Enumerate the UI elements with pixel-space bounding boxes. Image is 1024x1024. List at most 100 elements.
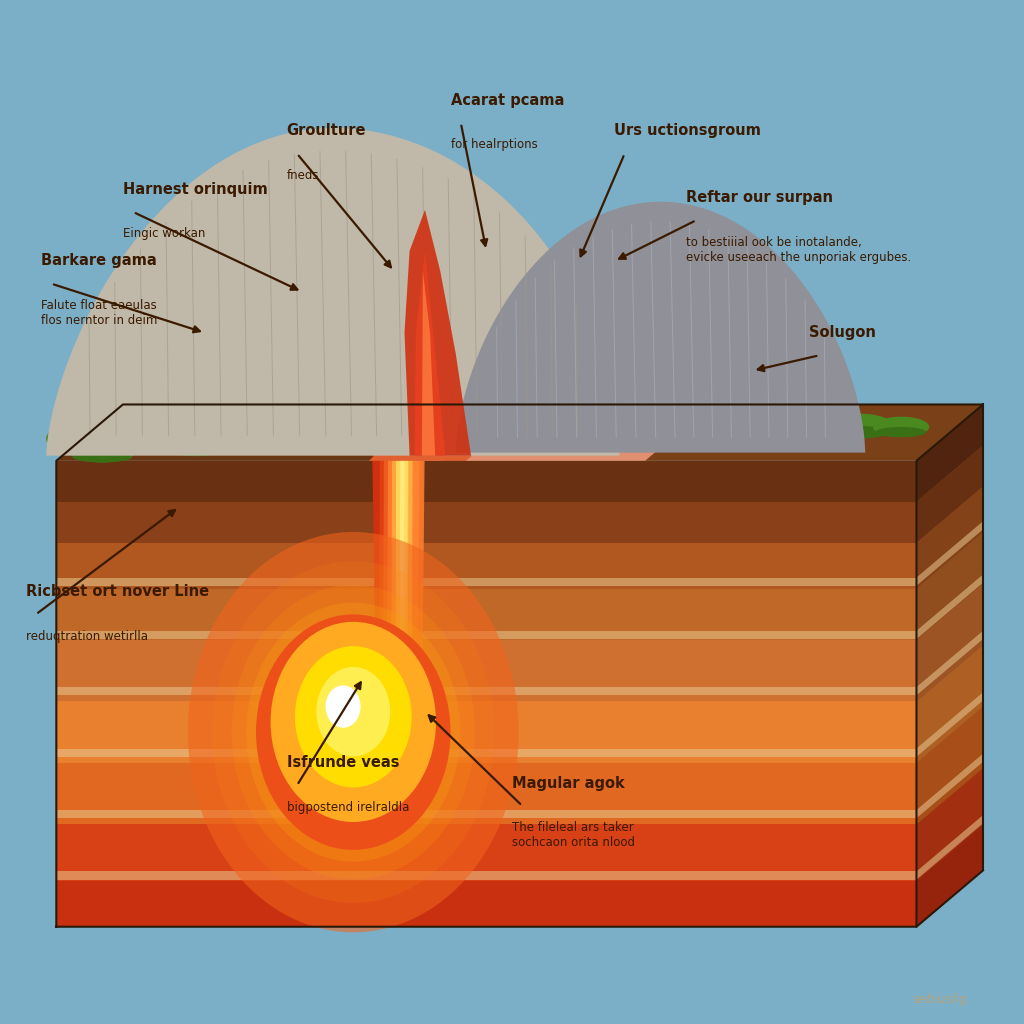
Text: reduqtration wetirlla: reduqtration wetirlla	[26, 630, 147, 643]
Ellipse shape	[109, 432, 178, 449]
Polygon shape	[372, 420, 423, 737]
Ellipse shape	[187, 532, 518, 933]
Polygon shape	[56, 631, 916, 639]
Ellipse shape	[316, 667, 390, 757]
Polygon shape	[391, 420, 403, 737]
Polygon shape	[916, 532, 983, 640]
Text: sebiuslig: sebiuslig	[912, 992, 968, 1006]
Text: bigpostend irelraldla: bigpostend irelraldla	[287, 801, 410, 814]
Ellipse shape	[876, 427, 927, 437]
Polygon shape	[399, 420, 409, 737]
Ellipse shape	[169, 445, 220, 456]
Ellipse shape	[50, 438, 133, 457]
Polygon shape	[56, 881, 916, 927]
Polygon shape	[916, 445, 983, 543]
Polygon shape	[456, 202, 865, 453]
Polygon shape	[46, 128, 620, 456]
Polygon shape	[916, 707, 983, 824]
Polygon shape	[916, 486, 983, 589]
Polygon shape	[379, 420, 400, 737]
Ellipse shape	[105, 416, 182, 449]
Polygon shape	[389, 404, 507, 461]
Polygon shape	[916, 768, 983, 881]
Polygon shape	[403, 420, 415, 737]
Ellipse shape	[256, 614, 451, 850]
Ellipse shape	[212, 561, 495, 903]
Ellipse shape	[70, 440, 135, 463]
Ellipse shape	[638, 432, 693, 442]
Ellipse shape	[162, 428, 227, 443]
Polygon shape	[56, 461, 916, 502]
Polygon shape	[916, 574, 983, 639]
Polygon shape	[56, 589, 916, 640]
Polygon shape	[56, 749, 916, 757]
Text: Falute float eaeulas
flos nerntor in deim: Falute float eaeulas flos nerntor in dei…	[41, 299, 158, 327]
Text: fneds: fneds	[287, 169, 319, 182]
Polygon shape	[383, 420, 398, 737]
Text: Urs uctionsɡroum: Urs uctionsɡroum	[614, 123, 761, 138]
Ellipse shape	[264, 430, 310, 441]
Text: Eingic workan: Eingic workan	[123, 227, 205, 241]
Polygon shape	[404, 210, 471, 456]
Ellipse shape	[707, 410, 788, 440]
Polygon shape	[916, 631, 983, 695]
Ellipse shape	[326, 685, 360, 728]
Ellipse shape	[213, 414, 279, 442]
Ellipse shape	[711, 425, 784, 440]
Ellipse shape	[688, 422, 744, 442]
Polygon shape	[56, 502, 916, 543]
Polygon shape	[422, 271, 435, 456]
Polygon shape	[408, 420, 420, 737]
Polygon shape	[916, 754, 983, 818]
Text: to bestiiial ook be inotalande,
evicke useeach the unporiak ergubes.: to bestiiial ook be inotalande, evicke u…	[686, 236, 911, 263]
Polygon shape	[415, 251, 445, 456]
Polygon shape	[56, 640, 916, 701]
Ellipse shape	[166, 435, 223, 456]
Text: Groulture: Groulture	[287, 123, 367, 138]
Polygon shape	[916, 645, 983, 763]
Ellipse shape	[270, 622, 436, 822]
Polygon shape	[56, 824, 916, 881]
Polygon shape	[916, 584, 983, 701]
Polygon shape	[916, 692, 983, 757]
Polygon shape	[395, 420, 407, 737]
Polygon shape	[56, 871, 916, 880]
Polygon shape	[916, 404, 983, 927]
Ellipse shape	[46, 421, 138, 457]
Ellipse shape	[830, 426, 890, 438]
Text: for healrptions: for healrptions	[451, 138, 538, 152]
Polygon shape	[56, 701, 916, 763]
Ellipse shape	[773, 412, 845, 438]
Polygon shape	[412, 420, 425, 737]
Ellipse shape	[246, 602, 461, 862]
Polygon shape	[56, 687, 916, 695]
Polygon shape	[916, 521, 983, 586]
Text: Reftar our surpan: Reftar our surpan	[686, 189, 834, 205]
Ellipse shape	[872, 417, 930, 437]
Ellipse shape	[187, 532, 518, 933]
Polygon shape	[387, 420, 400, 737]
Polygon shape	[56, 763, 916, 824]
Ellipse shape	[827, 414, 893, 438]
Text: Acarat pcama: Acarat pcama	[451, 92, 564, 108]
Text: Solugon: Solugon	[809, 325, 876, 340]
Polygon shape	[369, 427, 511, 461]
Ellipse shape	[159, 413, 230, 443]
Polygon shape	[56, 404, 456, 461]
Polygon shape	[916, 404, 983, 502]
Ellipse shape	[73, 452, 132, 463]
Polygon shape	[466, 432, 678, 461]
Text: Magular agok: Magular agok	[512, 775, 625, 791]
Ellipse shape	[216, 428, 275, 442]
Text: Isfrunde veas: Isfrunde veas	[287, 755, 399, 770]
Polygon shape	[56, 810, 916, 818]
Text: The fileleal ars taker
sochcaon orita nlood: The fileleal ars taker sochcaon orita nl…	[512, 821, 635, 849]
Text: Ricbset ort nover Line: Ricbset ort nover Line	[26, 584, 209, 599]
Ellipse shape	[635, 420, 696, 442]
Ellipse shape	[261, 419, 312, 441]
Ellipse shape	[691, 432, 742, 442]
Polygon shape	[916, 815, 983, 880]
Text: Barkare gama: Barkare gama	[41, 253, 157, 268]
Polygon shape	[916, 824, 983, 927]
Polygon shape	[56, 578, 916, 586]
